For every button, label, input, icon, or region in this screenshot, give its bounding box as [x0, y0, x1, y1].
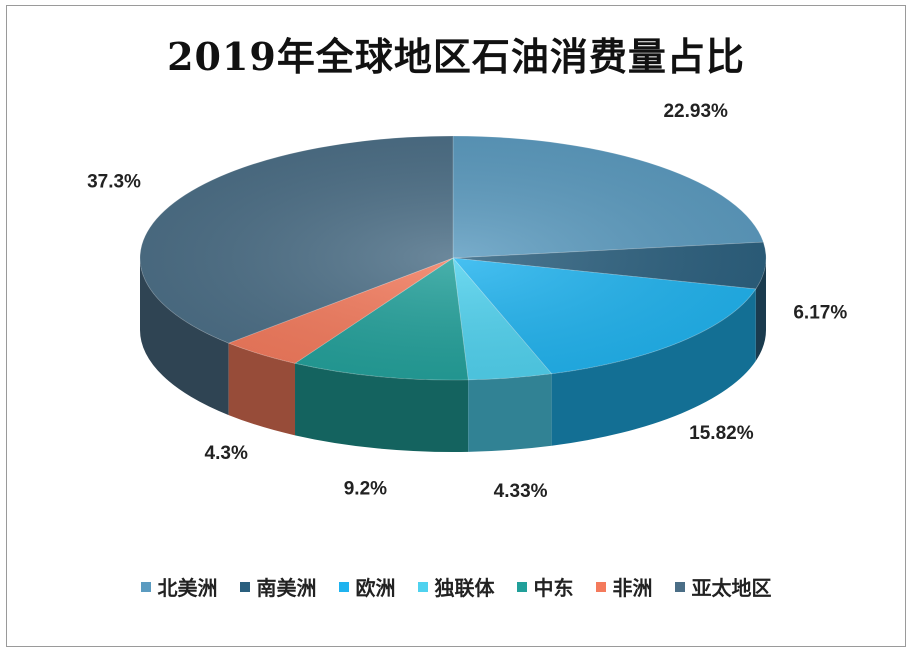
- slice-side-4: [295, 363, 469, 452]
- slice-side-2: [551, 288, 756, 446]
- legend-label: 亚太地区: [691, 576, 772, 600]
- data-label-0: 22.93%: [663, 101, 728, 122]
- legend: 北美洲 南美洲 欧洲 独联体 中东 非洲 亚太地区: [0, 572, 912, 601]
- data-label-5: 4.3%: [205, 443, 248, 464]
- legend-item-0: 北美洲: [140, 572, 218, 601]
- data-label-4: 9.2%: [344, 479, 387, 500]
- pie-top-shading: [140, 136, 766, 380]
- legend-item-1: 南美洲: [239, 572, 317, 601]
- legend-swatch: [338, 581, 349, 592]
- legend-swatch: [140, 581, 151, 592]
- legend-label: 南美洲: [256, 576, 317, 600]
- slice-side-5: [228, 343, 296, 436]
- slice-side-3: [468, 373, 552, 452]
- legend-item-3: 独联体: [417, 572, 495, 601]
- legend-item-5: 非洲: [595, 572, 653, 601]
- legend-label: 北美洲: [157, 576, 218, 600]
- legend-swatch: [595, 581, 606, 592]
- legend-label: 中东: [533, 576, 574, 600]
- legend-label: 欧洲: [355, 576, 396, 600]
- data-label-3: 4.33%: [494, 481, 548, 502]
- data-label-6: 37.3%: [87, 172, 141, 193]
- data-label-2: 15.82%: [689, 423, 754, 444]
- data-label-1: 6.17%: [793, 302, 847, 323]
- legend-item-4: 中东: [516, 572, 574, 601]
- legend-item-6: 亚太地区: [674, 572, 772, 601]
- slice-side-6: [140, 258, 229, 416]
- legend-swatch: [417, 581, 428, 592]
- legend-swatch: [516, 581, 527, 592]
- slice-side-1: [755, 258, 766, 361]
- chart-title: 2019年全球地区石油消费量占比: [167, 34, 745, 79]
- legend-label: 非洲: [612, 576, 653, 600]
- legend-swatch: [674, 581, 685, 592]
- legend-item-2: 欧洲: [338, 572, 396, 601]
- legend-swatch: [239, 581, 250, 592]
- legend-label: 独联体: [434, 576, 495, 600]
